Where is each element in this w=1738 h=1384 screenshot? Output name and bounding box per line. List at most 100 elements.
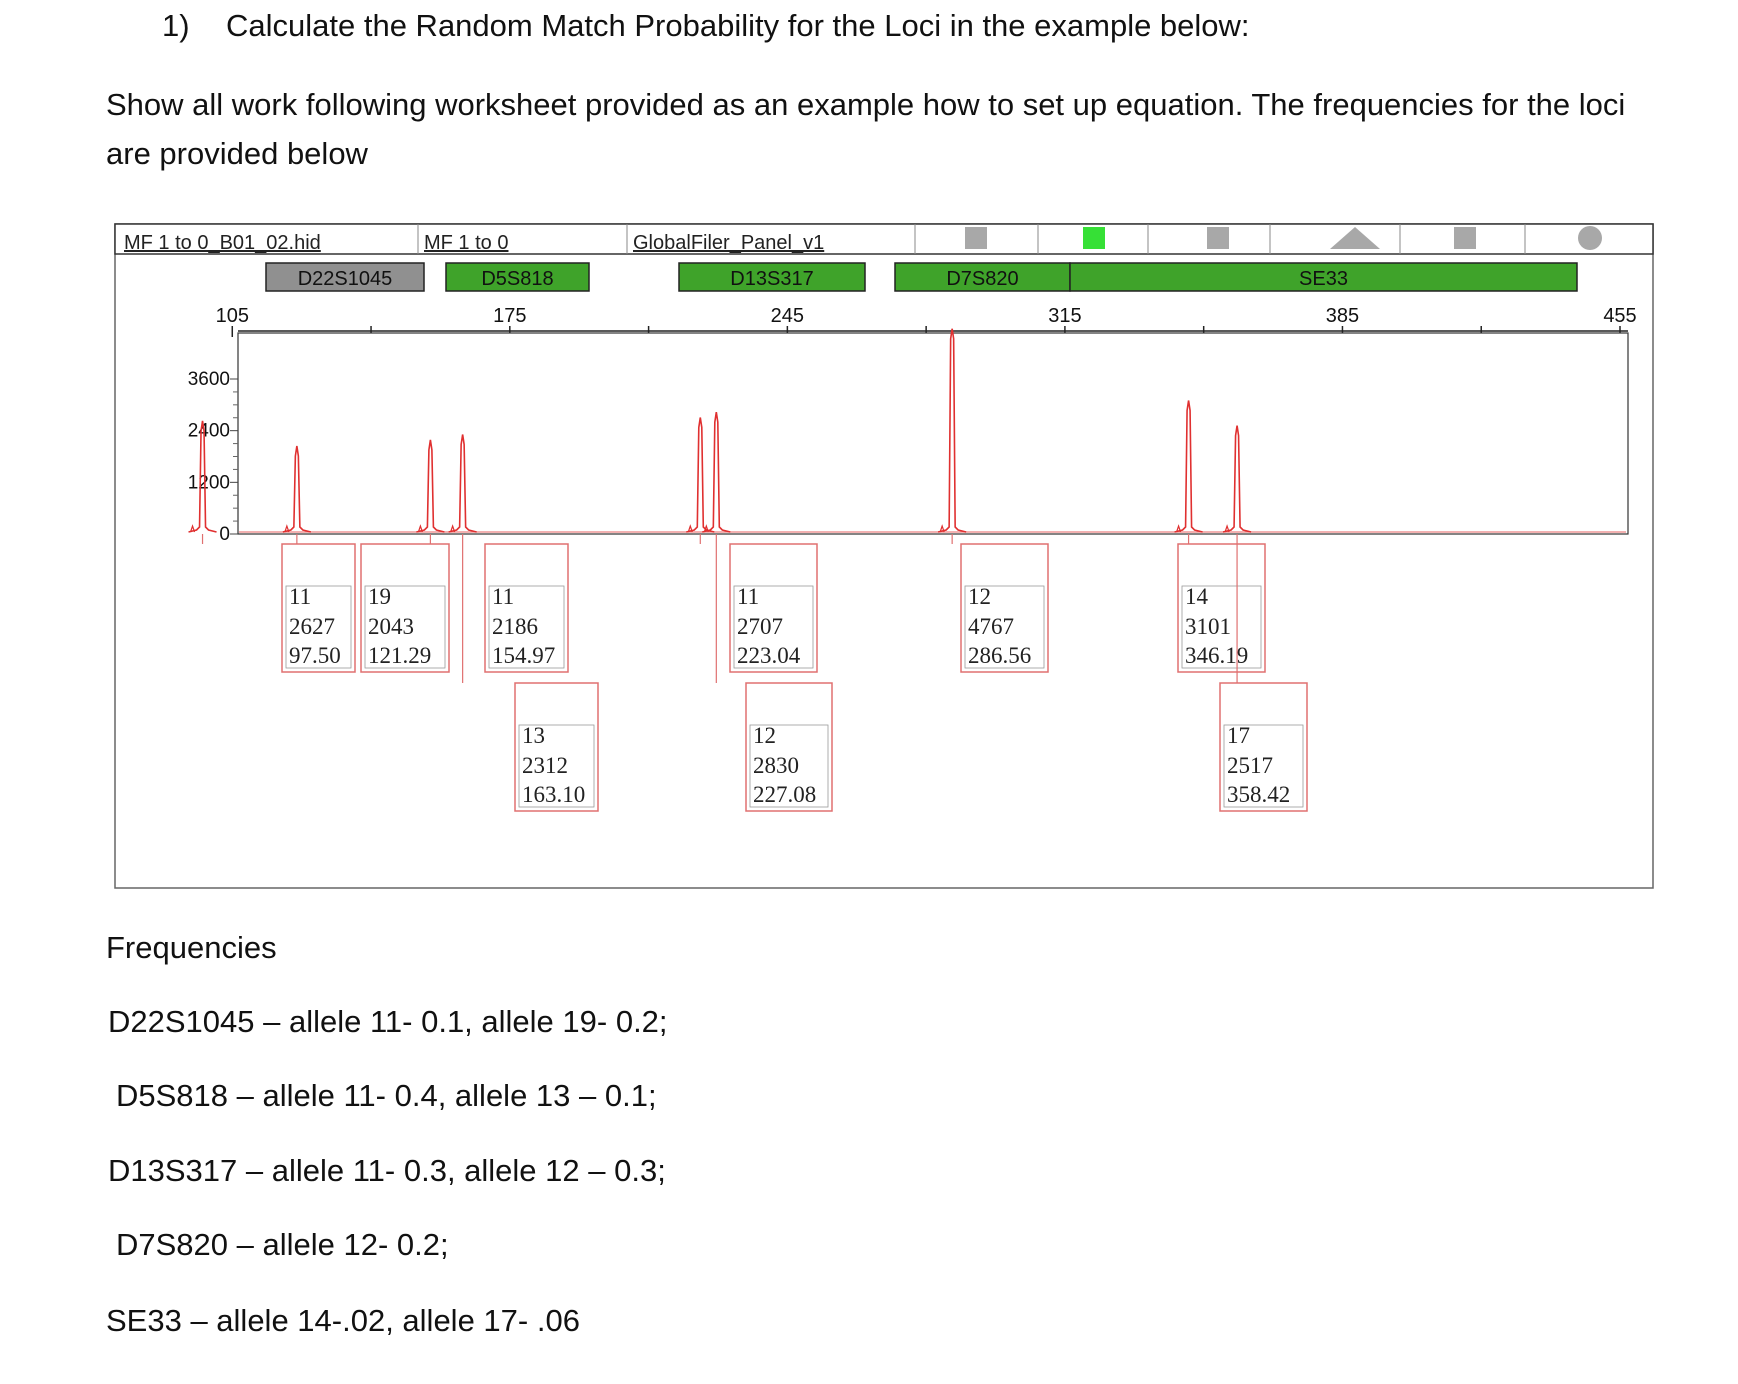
x-tick-label: 105 [216,305,249,327]
allele-label-inner [518,724,595,808]
peak-height: 2830 [753,753,799,778]
frequency-line-d5s818: D5S818 – allele 11- 0.4, allele 13 – 0.1… [116,1078,657,1113]
header-sample-name: MF 1 to 0 [424,232,508,254]
peak-size: 358.42 [1227,782,1290,807]
stutter-bump [1176,524,1182,533]
peak-size: 163.10 [522,782,585,807]
stutter-bump [450,524,456,533]
peak-size: 121.29 [368,643,431,668]
peak-height: 2517 [1227,753,1273,778]
stutter-bump [703,524,709,533]
y-tick-label: 0 [219,524,230,545]
electropherogram: MF 1 to 0_B01_02.hid MF 1 to 0 GlobalFiler… [114,223,1654,889]
marker-label-d22s1045: D22S1045 [298,268,393,290]
stutter-bump [939,524,945,533]
peak-size: 346.19 [1185,643,1248,668]
y-tick-label: 2400 [188,421,230,442]
circle-icon [1578,226,1602,250]
peak-trace-4 [448,434,477,533]
header-file-name: MF 1 to 0_B01_02.hid [124,232,321,254]
allele-call: 17 [1227,723,1250,748]
stutter-bump [417,524,423,533]
y-tick-label: 3600 [188,369,230,390]
frequency-line-se33: SE33 – allele 14-.02, allele 17- .06 [106,1303,580,1338]
peak-height: 3101 [1185,614,1231,639]
peak-trace-9 [1222,425,1252,533]
marker-label-d7s820: D7S820 [946,268,1018,290]
stutter-bump [189,524,196,533]
allele-call: 19 [368,584,391,609]
peak-size: 97.50 [289,643,341,668]
question-text: Calculate the Random Match Probability f… [226,8,1250,43]
header-panel-name: GlobalFiler_Panel_v1 [633,232,824,254]
plot-area [237,332,1629,535]
peak-trace-7 [937,328,967,533]
peak-size: 286.56 [968,643,1031,668]
peak-trace-2 [282,445,312,533]
header-bar [114,223,1654,255]
x-tick-label: 315 [1048,305,1081,327]
marker-bin-d22s1045 [265,262,425,292]
allele-label-box [1177,543,1266,673]
frequency-line-d7s820: D7S820 – allele 12- 0.2; [116,1227,449,1262]
allele-label-inner [749,724,829,808]
x-tick-label: 245 [771,305,804,327]
peak-size: 227.08 [753,782,816,807]
peak-trace-3 [416,439,445,533]
allele-call: 11 [737,584,759,609]
stutter-bump [1224,524,1230,533]
gray-square-icon [1207,227,1229,249]
x-tick-label: 385 [1326,305,1359,327]
peak-trace-6 [702,412,731,533]
allele-label-box [960,543,1049,673]
peak-height: 4767 [968,614,1014,639]
stutter-bump [687,524,693,533]
allele-label-inner [285,585,352,669]
allele-call: 11 [492,584,514,609]
allele-label-box [1219,682,1308,812]
allele-call: 13 [522,723,545,748]
instructions: Show all work following worksheet provid… [106,87,1626,171]
allele-label-inner [964,585,1045,669]
x-tick-label: 455 [1603,305,1636,327]
stutter-bump [284,524,290,533]
allele-label-box [514,682,599,812]
peak-size: 223.04 [737,643,801,668]
frequency-line-d22s1045: D22S1045 – allele 11- 0.1, allele 19- 0.… [108,1004,668,1039]
marker-bin-d13s317 [678,262,866,292]
allele-call: 11 [289,584,311,609]
gray-square-icon [965,227,987,249]
triangle-icon [1330,227,1380,249]
question-title: 1) Calculate the Random Match Probability… [162,8,1250,44]
allele-call: 12 [753,723,776,748]
allele-label-box [360,543,450,673]
marker-label-d5s818: D5S818 [481,268,553,290]
allele-label-inner [488,585,565,669]
allele-label-box [484,543,569,673]
allele-label-box [745,682,833,812]
peak-height: 2312 [522,753,568,778]
marker-bin-d5s818 [445,262,590,292]
green-square-icon [1083,227,1105,249]
allele-label-inner [1223,724,1304,808]
x-tick-label: 175 [493,305,526,327]
marker-label-d13s317: D13S317 [730,268,813,290]
peak-height: 2707 [737,614,783,639]
allele-call: 14 [1185,584,1209,609]
frequencies-title: Frequencies [106,930,277,965]
gray-square-icon [1454,227,1476,249]
peak-size: 154.97 [492,643,555,668]
allele-call: 12 [968,584,991,609]
question-number: 1) [162,8,190,43]
peak-trace-1 [188,420,217,533]
allele-label-box [281,543,356,673]
y-tick-label: 1200 [188,472,230,493]
frequency-line-d13s317: D13S317 – allele 11- 0.3, allele 12 – 0.… [108,1153,666,1188]
allele-label-inner [733,585,814,669]
marker-label-se33: SE33 [1299,268,1348,290]
allele-label-box [729,543,818,673]
allele-label-inner [364,585,446,669]
peak-trace-8 [1174,400,1203,533]
peak-height: 2043 [368,614,414,639]
peak-height: 2627 [289,614,335,639]
